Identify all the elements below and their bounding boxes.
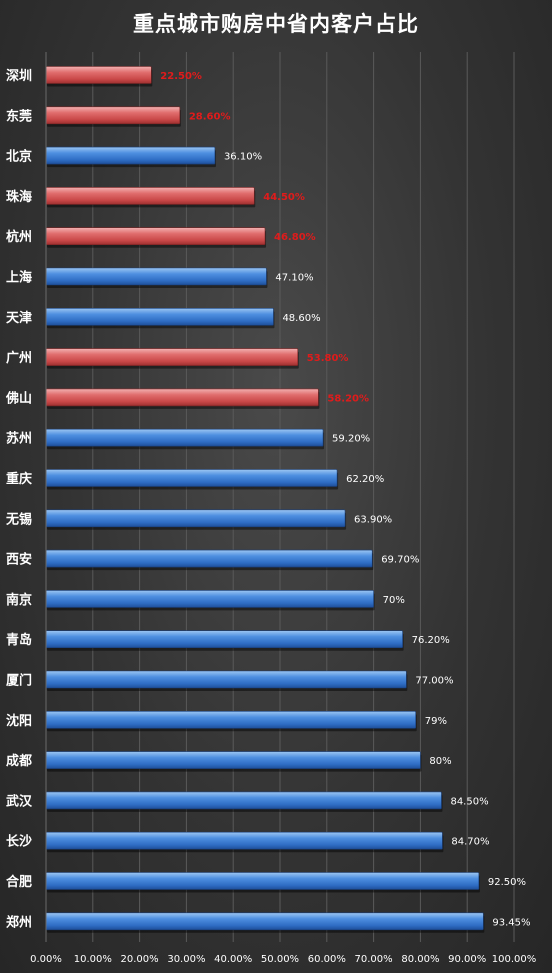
category-label: 长沙 [6,834,32,850]
bar [45,710,417,729]
bar [45,872,480,890]
data-label: 22.50% [160,71,202,82]
category-label: 郑州 [6,914,32,930]
bar [45,630,403,649]
data-label: 77.00% [415,676,453,687]
category-label: 沈阳 [6,713,32,729]
bar [45,831,443,850]
data-label: 44.50% [263,192,305,203]
data-label: 84.70% [451,837,489,848]
category-label: 成都 [6,753,32,769]
bar [45,146,216,165]
data-label: 53.80% [307,353,349,364]
chart-title: 重点城市购房中省内客户占比 [133,12,419,36]
category-label: 南京 [6,592,32,608]
bar [45,227,266,245]
data-label: 47.10% [275,273,313,284]
category-label: 苏州 [6,431,32,447]
bar [45,267,267,286]
bar [45,187,255,205]
category-label: 深圳 [6,68,32,84]
data-label: 36.10% [224,152,262,163]
category-label: 厦门 [6,673,32,689]
category-label: 上海 [6,270,32,286]
data-label: 28.60% [189,111,231,122]
bar [45,791,442,810]
data-label: 48.60% [282,313,320,324]
x-tick-label: 70.00% [355,954,393,965]
category-label: 重庆 [6,471,32,487]
category-label: 珠海 [6,189,32,205]
data-label: 58.20% [327,393,369,404]
x-tick-label: 80.00% [401,954,439,965]
category-label: 北京 [6,149,32,165]
bar [45,590,374,608]
bar [45,509,346,528]
x-tick-label: 60.00% [308,954,346,965]
category-label: 青岛 [6,632,32,648]
category-label: 天津 [6,310,32,326]
category-label: 无锡 [5,511,32,527]
bar [45,912,484,931]
bar [45,348,299,366]
x-tick-label: 90.00% [448,954,486,965]
category-label: 广州 [6,350,32,366]
bar [45,66,152,84]
bar [45,670,407,689]
data-label: 46.80% [274,232,316,243]
data-label: 80% [429,756,451,767]
data-label: 84.50% [450,796,488,807]
bar [45,388,319,407]
data-label: 92.50% [488,877,526,888]
x-tick-label: 40.00% [214,954,252,965]
category-label: 杭州 [6,229,32,245]
x-tick-label: 30.00% [167,954,205,965]
bar [45,428,324,447]
data-label: 62.20% [346,474,384,485]
x-tick-label: 100.00% [492,954,537,965]
x-tick-label: 0.00% [30,954,62,965]
bar [45,106,181,125]
x-tick-label: 20.00% [121,954,159,965]
data-label: 63.90% [354,514,392,525]
x-tick-label: 50.00% [261,954,299,965]
data-label: 76.20% [412,635,450,646]
bar [45,469,338,487]
data-label: 69.70% [381,555,419,566]
category-label: 西安 [6,552,32,568]
data-label: 59.20% [332,434,370,445]
x-tick-label: 10.00% [74,954,112,965]
category-label: 武汉 [6,793,33,809]
bar [45,307,274,326]
bar [45,751,421,769]
bar [45,549,373,568]
category-label: 东莞 [6,108,32,124]
data-label: 70% [383,595,405,606]
data-label: 79% [425,716,447,727]
category-label: 合肥 [6,874,32,890]
category-label: 佛山 [5,390,32,406]
data-label: 93.45% [492,917,530,928]
